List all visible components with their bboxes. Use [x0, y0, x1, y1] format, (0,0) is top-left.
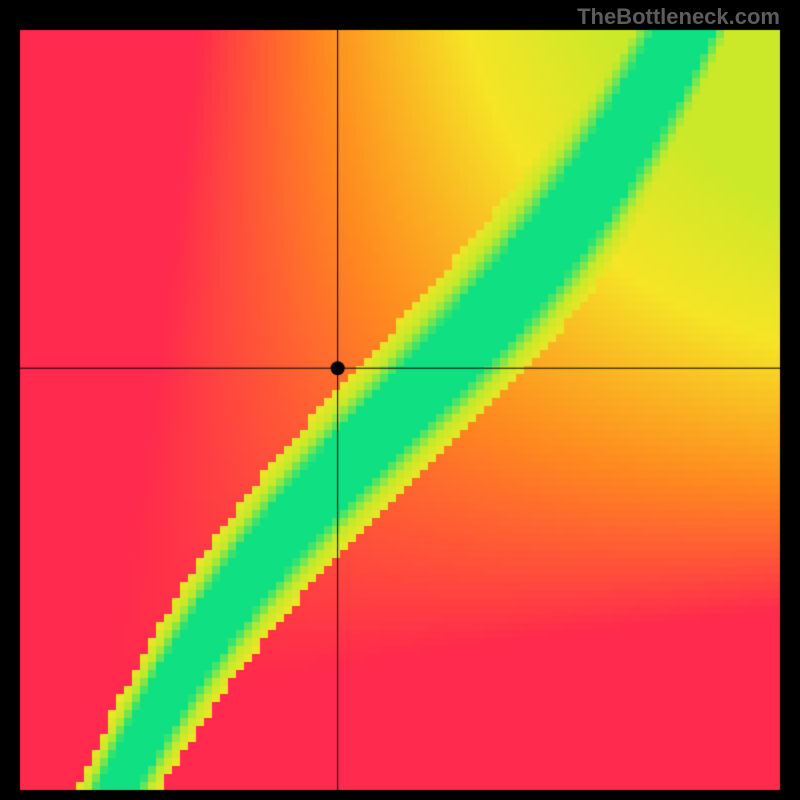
bottleneck-heatmap [0, 0, 800, 800]
watermark-text: TheBottleneck.com [577, 4, 780, 30]
